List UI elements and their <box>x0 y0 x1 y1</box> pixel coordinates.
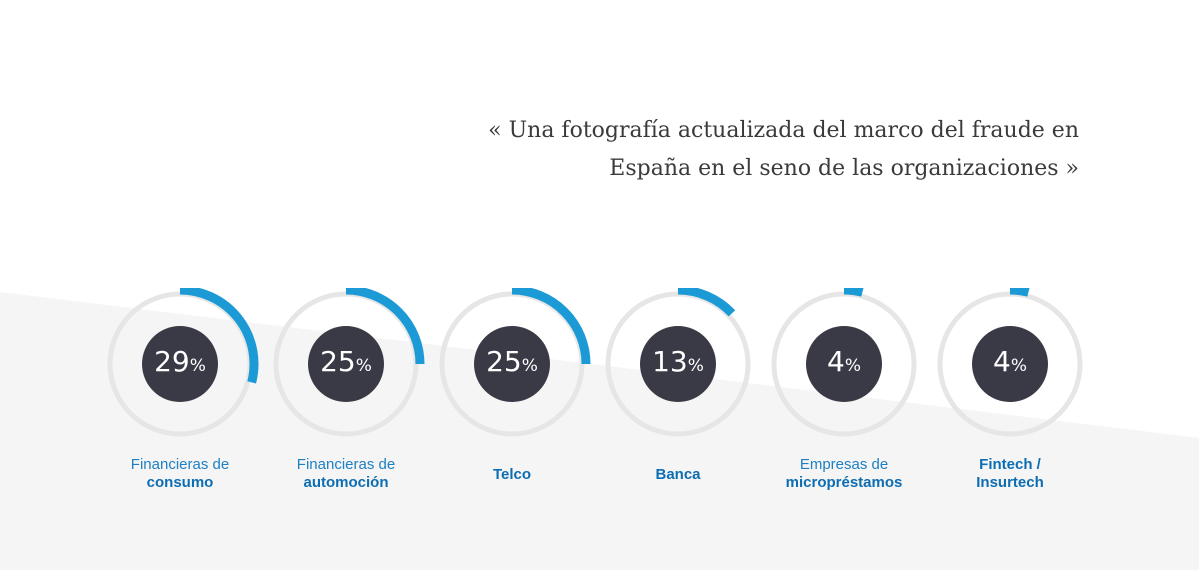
label-line-2: Banca <box>655 466 701 483</box>
metric-financieras-automocion: 25% Financieras de automoción <box>270 288 436 508</box>
center-disc <box>640 326 716 402</box>
metric-label: Banca <box>582 466 774 484</box>
label-line-2: micropréstamos <box>785 474 903 491</box>
metric-label: Financieras de consumo <box>84 456 276 492</box>
center-disc <box>142 326 218 402</box>
progress-ring <box>937 288 1083 437</box>
progress-arc <box>179 288 259 384</box>
value-unit: % <box>355 356 372 376</box>
metric-label: Telco <box>416 466 608 484</box>
label-line-1: Financieras de <box>296 456 396 473</box>
progress-ring <box>771 288 917 437</box>
value-unit: % <box>1010 356 1027 376</box>
metric-empresas-microprestamos: 4% Empresas de micropréstamos <box>768 288 934 508</box>
metric-value: 29% <box>104 338 256 390</box>
value-number: 25 <box>486 345 522 378</box>
progress-arc <box>345 288 425 365</box>
label-line-1: Empresas de <box>799 456 889 473</box>
metric-value: 25% <box>436 338 588 390</box>
label-line-2: consumo <box>146 474 214 491</box>
center-disc <box>474 326 550 402</box>
quote-text: « Una fotografía actualizada del marco d… <box>439 112 1079 188</box>
quote-line-1: « Una fotografía actualizada del marco d… <box>488 118 1079 143</box>
progress-arc <box>511 288 591 365</box>
progress-ring <box>107 288 259 437</box>
metric-label: Financieras de automoción <box>250 456 442 492</box>
quote-line-2: España en el seno de las organizaciones … <box>609 156 1079 181</box>
label-line-2: automoción <box>303 474 389 491</box>
progress-ring <box>605 288 751 437</box>
value-number: 13 <box>652 345 688 378</box>
metric-label: Fintech / Insurtech <box>914 456 1106 492</box>
metric-value: 4% <box>934 338 1086 390</box>
center-disc <box>308 326 384 402</box>
progress-arc <box>843 288 864 297</box>
progress-arc <box>677 288 736 317</box>
value-number: 4 <box>993 345 1011 378</box>
value-number: 4 <box>827 345 845 378</box>
center-disc <box>972 326 1048 402</box>
progress-arc <box>1009 288 1030 297</box>
value-unit: % <box>687 356 704 376</box>
label-line-1: Financieras de <box>130 456 230 473</box>
value-unit: % <box>521 356 538 376</box>
value-number: 25 <box>320 345 356 378</box>
value-unit: % <box>844 356 861 376</box>
label-line-2: Telco <box>492 466 532 483</box>
value-unit: % <box>189 356 206 376</box>
progress-ring <box>273 288 425 437</box>
metric-value: 13% <box>602 338 754 390</box>
label-line-2: Insurtech <box>976 474 1044 491</box>
metric-banca: 13% Banca <box>602 288 768 508</box>
metric-value: 25% <box>270 338 422 390</box>
metric-telco: 25% Telco <box>436 288 602 508</box>
value-number: 29 <box>154 345 190 378</box>
metric-label: Empresas de micropréstamos <box>748 456 940 492</box>
label-line-1-bold: Fintech / <box>979 456 1041 473</box>
metric-fintech-insurtech: 4% Fintech / Insurtech <box>934 288 1100 508</box>
progress-ring <box>439 288 591 437</box>
center-disc <box>806 326 882 402</box>
metric-financieras-consumo: 29% Financieras de consumo <box>104 288 270 508</box>
metric-value: 4% <box>768 338 920 390</box>
